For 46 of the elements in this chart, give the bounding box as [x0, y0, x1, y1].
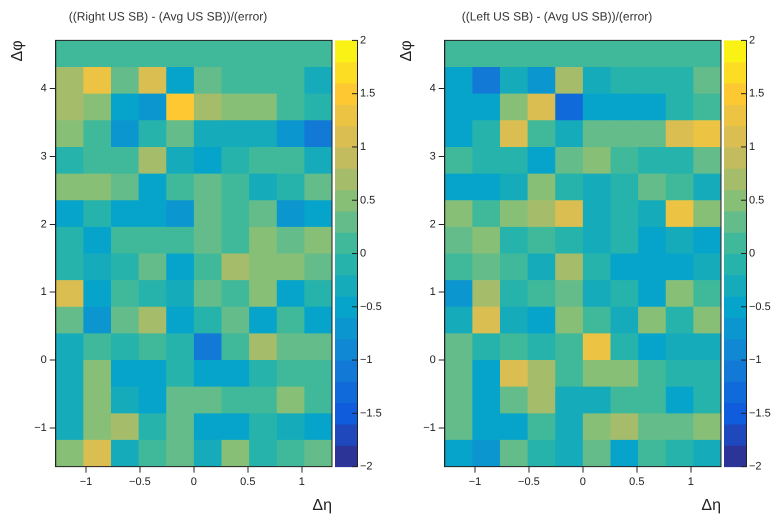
color-bar-label: 0.5 — [360, 194, 376, 206]
x-tick-label: 0 — [190, 476, 197, 488]
color-bar-label: −0.5 — [749, 300, 771, 313]
color-bar-label: 0 — [749, 248, 756, 260]
x-axis-title: Δη — [312, 496, 332, 514]
x-tick-label: −1 — [80, 476, 92, 488]
y-axis-title: Δφ — [398, 40, 416, 62]
color-bar-label: 0 — [360, 248, 366, 260]
color-bar-label: 2 — [360, 34, 366, 46]
color-bar-label: −1 — [749, 354, 762, 366]
y-tick-label: 4 — [430, 82, 436, 95]
x-axis-title: Δη — [701, 496, 721, 514]
x-tick-label: −0.5 — [129, 476, 151, 488]
color-bar-label: 0.5 — [749, 194, 764, 206]
y-tick-label: 3 — [40, 150, 47, 163]
x-tick-label: 0.5 — [629, 476, 644, 488]
y-tick-label: 2 — [40, 218, 47, 230]
x-tick-label: −0.5 — [518, 476, 540, 488]
color-bar-label: −2 — [749, 460, 762, 473]
y-tick-label: 4 — [40, 82, 47, 95]
chart-title: ((Right US SB) - (Avg US SB))/(error) — [68, 10, 268, 24]
y-tick-label: 3 — [430, 150, 436, 163]
color-bar-label: −1.5 — [749, 407, 771, 420]
y-tick-label: 2 — [430, 218, 436, 230]
color-bar-label: 1.5 — [360, 88, 376, 100]
color-bar-label: −2 — [360, 460, 373, 473]
x-tick-label: 0 — [580, 476, 586, 488]
color-bar-label: 2 — [749, 34, 756, 46]
x-tick-label: 1 — [298, 476, 305, 488]
chart-title: ((Left US SB) - (Avg US SB))/(error) — [462, 10, 652, 24]
y-tick-label: 0 — [40, 354, 47, 366]
color-bar-label: −0.5 — [360, 300, 382, 313]
color-bar-label: 1.5 — [749, 88, 764, 100]
color-bar-label: −1.5 — [360, 407, 382, 420]
color-bar-label: 1 — [749, 140, 756, 153]
x-tick-label: 1 — [688, 476, 694, 488]
color-bar-label: 1 — [360, 140, 366, 153]
color-bar-label: −1 — [360, 354, 373, 366]
y-tick-label: 1 — [430, 286, 436, 298]
y-axis-title: Δφ — [9, 40, 26, 62]
y-tick-label: −1 — [423, 422, 436, 434]
x-tick-label: −1 — [468, 476, 482, 488]
x-tick-label: 0.5 — [240, 476, 256, 488]
y-tick-label: 0 — [430, 354, 436, 366]
y-tick-label: 1 — [40, 286, 47, 298]
y-tick-label: −1 — [34, 422, 47, 434]
